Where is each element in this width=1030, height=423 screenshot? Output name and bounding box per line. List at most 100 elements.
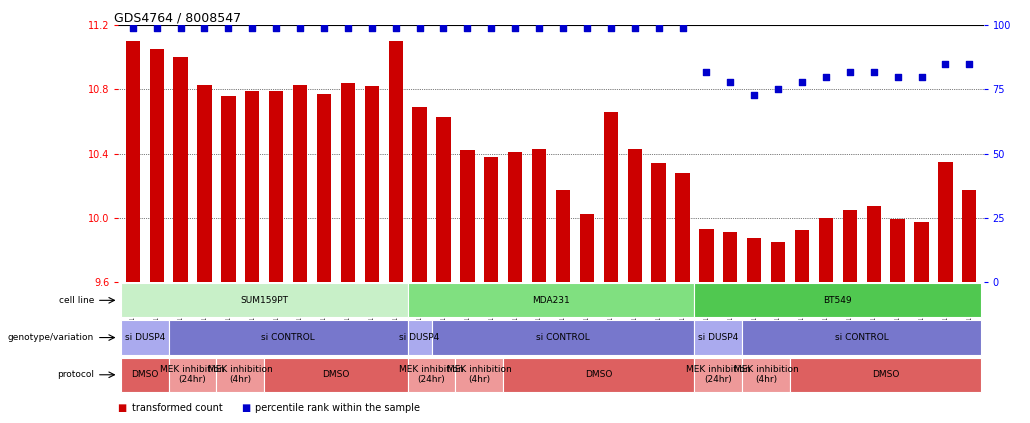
Bar	[770, 242, 785, 282]
Bar	[460, 150, 475, 282]
Text: MEK inhibition
(4hr): MEK inhibition (4hr)	[733, 365, 798, 385]
Bar	[743, 358, 790, 392]
Point	[794, 78, 811, 85]
Bar	[580, 214, 594, 282]
Text: DMSO: DMSO	[872, 370, 899, 379]
Point	[148, 25, 165, 31]
Point	[818, 73, 834, 80]
Point	[937, 60, 954, 67]
Point	[125, 25, 141, 31]
Point	[387, 25, 404, 31]
Bar	[293, 85, 307, 282]
Text: MEK inhibition
(4hr): MEK inhibition (4hr)	[208, 365, 273, 385]
Text: genotype/variation: genotype/variation	[8, 333, 94, 342]
Bar	[694, 283, 982, 317]
Bar	[149, 49, 164, 282]
Bar	[265, 358, 408, 392]
Text: MEK inhibition
(24hr): MEK inhibition (24hr)	[161, 365, 225, 385]
Point	[579, 25, 595, 31]
Bar	[169, 321, 408, 354]
Text: ■: ■	[118, 403, 131, 413]
Point	[650, 25, 666, 31]
Text: ■: ■	[242, 403, 254, 413]
Bar	[455, 358, 504, 392]
Bar	[388, 41, 403, 282]
Bar	[604, 112, 618, 282]
Point	[603, 25, 619, 31]
Bar	[121, 283, 408, 317]
Text: si DUSP4: si DUSP4	[125, 333, 165, 342]
Point	[626, 25, 643, 31]
Point	[675, 25, 691, 31]
Point	[364, 25, 380, 31]
Text: si CONTROL: si CONTROL	[537, 333, 590, 342]
Point	[746, 91, 762, 98]
Bar	[694, 321, 743, 354]
Bar	[317, 94, 332, 282]
Text: DMSO: DMSO	[131, 370, 159, 379]
Text: percentile rank within the sample: percentile rank within the sample	[255, 403, 420, 413]
Bar	[169, 358, 216, 392]
Bar	[866, 206, 881, 282]
Text: si CONTROL: si CONTROL	[835, 333, 889, 342]
Bar	[408, 283, 694, 317]
Point	[889, 73, 905, 80]
Point	[411, 25, 427, 31]
Bar	[747, 239, 761, 282]
Bar	[743, 321, 982, 354]
Bar	[790, 358, 982, 392]
Bar	[484, 157, 499, 282]
Bar	[723, 232, 737, 282]
Bar	[504, 358, 694, 392]
Bar	[819, 217, 833, 282]
Text: protocol: protocol	[58, 370, 94, 379]
Bar	[676, 173, 690, 282]
Point	[316, 25, 333, 31]
Point	[340, 25, 356, 31]
Bar	[269, 91, 283, 282]
Bar	[245, 91, 260, 282]
Bar	[938, 162, 953, 282]
Point	[436, 25, 452, 31]
Bar	[121, 321, 169, 354]
Bar	[795, 231, 810, 282]
Point	[530, 25, 547, 31]
Text: si DUSP4: si DUSP4	[400, 333, 440, 342]
Text: BT549: BT549	[824, 296, 852, 305]
Bar	[508, 152, 522, 282]
Bar	[173, 58, 187, 282]
Bar	[198, 85, 211, 282]
Point	[483, 25, 500, 31]
Point	[291, 25, 308, 31]
Bar	[121, 358, 169, 392]
Bar	[699, 229, 714, 282]
Bar	[891, 219, 904, 282]
Text: DMSO: DMSO	[585, 370, 613, 379]
Point	[172, 25, 188, 31]
Bar	[365, 86, 379, 282]
Bar	[531, 149, 546, 282]
Bar	[126, 41, 140, 282]
Bar	[694, 358, 743, 392]
Point	[961, 60, 977, 67]
Bar	[556, 190, 571, 282]
Point	[268, 25, 284, 31]
Point	[197, 25, 213, 31]
Point	[914, 73, 930, 80]
Bar	[843, 210, 857, 282]
Bar	[432, 321, 694, 354]
Bar	[915, 222, 929, 282]
Point	[722, 78, 739, 85]
Text: MEK inhibition
(24hr): MEK inhibition (24hr)	[400, 365, 464, 385]
Text: SUM159PT: SUM159PT	[240, 296, 288, 305]
Point	[769, 86, 786, 93]
Text: transformed count: transformed count	[132, 403, 222, 413]
Bar	[437, 117, 451, 282]
Text: si CONTROL: si CONTROL	[262, 333, 315, 342]
Text: si DUSP4: si DUSP4	[698, 333, 739, 342]
Point	[865, 68, 882, 75]
Point	[507, 25, 523, 31]
Bar	[341, 83, 355, 282]
Text: DMSO: DMSO	[322, 370, 349, 379]
Text: GDS4764 / 8008547: GDS4764 / 8008547	[114, 11, 241, 24]
